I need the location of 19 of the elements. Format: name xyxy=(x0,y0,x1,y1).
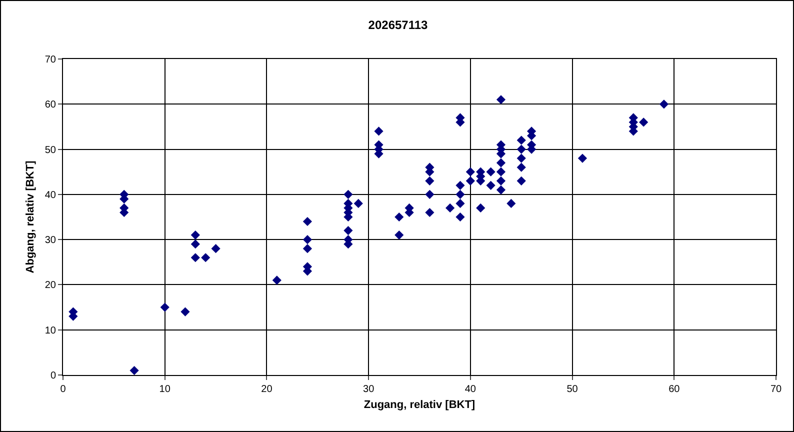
y-tick-label: 20 xyxy=(44,280,56,292)
x-tick-label: 0 xyxy=(60,384,66,395)
y-tick-label: 10 xyxy=(44,325,56,336)
x-tick-label: 40 xyxy=(464,384,476,395)
y-axis-title: Abgang, relativ [BKT] xyxy=(24,160,37,274)
y-tick-label: 0 xyxy=(50,370,56,382)
x-tick-label: 20 xyxy=(261,384,273,395)
x-tick-label: 60 xyxy=(668,384,680,395)
x-tick-label: 70 xyxy=(770,384,782,395)
y-tick-label: 50 xyxy=(44,144,56,156)
y-tick-label: 40 xyxy=(44,190,56,201)
x-axis-title: Zugang, relativ [BKT] xyxy=(364,399,476,412)
chart-title: 202657113 xyxy=(368,18,428,32)
y-tick-label: 60 xyxy=(44,100,56,111)
y-tick-label: 30 xyxy=(44,235,56,246)
x-tick-label: 30 xyxy=(363,384,375,395)
x-tick-label: 50 xyxy=(566,384,578,395)
x-tick-label: 10 xyxy=(159,384,171,395)
y-tick-label: 70 xyxy=(44,54,56,66)
